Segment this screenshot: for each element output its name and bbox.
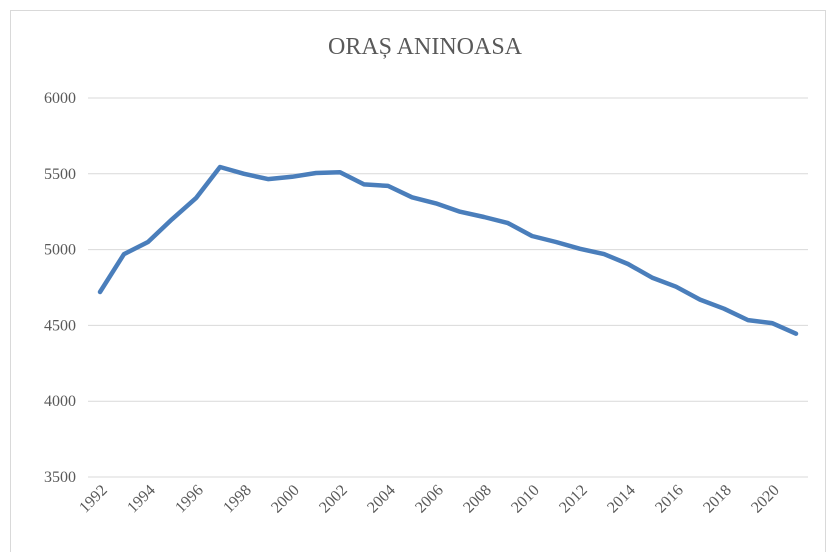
y-tick-label: 6000: [44, 90, 76, 107]
y-tick-label: 4500: [44, 317, 76, 334]
chart-title: ORAȘ ANINOASA: [328, 34, 523, 60]
y-tick-label: 4000: [44, 393, 76, 410]
y-tick-label: 5500: [44, 166, 76, 183]
chart-frame: [10, 10, 826, 552]
data-line: [97, 164, 799, 336]
y-tick-label: 3500: [44, 469, 76, 486]
y-tick-label: 5000: [44, 242, 76, 259]
